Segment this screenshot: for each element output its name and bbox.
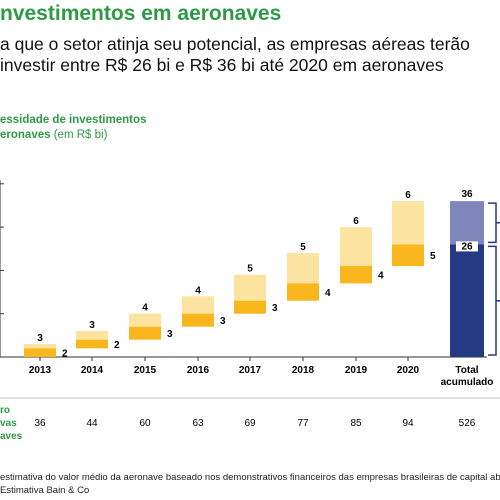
- bar-high-label: 3: [37, 333, 43, 344]
- fleet-value: 85: [350, 418, 362, 429]
- x-tick-label: 2018: [292, 365, 315, 376]
- bar-high-range: [287, 253, 319, 284]
- footnote-1: estimativa do valor médio da aeronave ba…: [0, 472, 500, 483]
- fleet-value: 77: [297, 418, 309, 429]
- bar-high-range: [340, 227, 372, 267]
- x-tick-label: 2015: [134, 365, 157, 376]
- chart-title-main: eronaves: [0, 129, 51, 141]
- bar-high-label: 4: [142, 303, 148, 314]
- subtitle-line-1: a que o setor atinja seu potencial, as e…: [0, 34, 470, 54]
- bar-high-label: 3: [89, 320, 95, 331]
- x-tick-label: 2013: [29, 365, 52, 376]
- bar-low-label: 5: [430, 251, 436, 262]
- bar-low-label: 3: [167, 329, 173, 340]
- brace-high-range: [488, 202, 500, 244]
- total-low-bar: [450, 244, 484, 357]
- page-title: nvestimentos em aeronaves: [0, 2, 282, 25]
- chart-title-line-1: essidade de investimentos: [0, 114, 147, 126]
- total-low-label-bg: [456, 241, 478, 252]
- fleet-label-line-1: ro: [0, 405, 10, 416]
- bar-low-label: 2: [62, 349, 68, 360]
- bar-low-increment: [129, 326, 161, 340]
- x-tick-label: 2019: [345, 365, 368, 376]
- chart-title-line-2: eronaves (em R$ bi): [0, 129, 107, 141]
- fleet-label-line-2: vas: [0, 418, 17, 429]
- total-category-label-2: acumulado: [441, 377, 494, 388]
- bar-low-increment: [24, 348, 56, 357]
- bar-high-range: [182, 296, 214, 314]
- subtitle-line-2: investir entre R$ 26 bi e R$ 36 bi até 2…: [0, 55, 444, 75]
- fleet-value: 94: [402, 418, 414, 429]
- bar-high-label: 5: [300, 242, 306, 253]
- x-tick-label: 2020: [397, 365, 420, 376]
- brace-low-range: [488, 245, 500, 356]
- bar-high-range: [234, 274, 266, 301]
- fleet-value: 526: [459, 418, 476, 429]
- total-category-label-1: Total: [455, 365, 478, 376]
- investment-waterfall-chart: 3 2 2013 3 2 2014 4 3 2015 4 3 2016 5 3 2017 5 4 2018 6 4 20…: [0, 180, 500, 429]
- footnote-2: Estimativa Bain & Co: [0, 485, 90, 496]
- bar-high-label: 6: [353, 216, 359, 227]
- bar-high-label: 4: [195, 285, 201, 296]
- bar-low-increment: [392, 244, 424, 267]
- fleet-value: 36: [34, 418, 46, 429]
- bar-low-increment: [287, 283, 319, 301]
- bar-high-label: 5: [247, 264, 253, 275]
- bar-low-label: 4: [325, 288, 331, 299]
- bar-low-increment: [340, 266, 372, 284]
- bar-high-range: [392, 201, 424, 245]
- bar-high-label: 6: [405, 190, 411, 201]
- fleet-value: 60: [139, 418, 151, 429]
- chart-title-unit: (em R$ bi): [53, 129, 108, 141]
- bar-high-range: [24, 344, 56, 349]
- bar-low-label: 3: [272, 303, 278, 314]
- bar-low-label: 2: [114, 340, 120, 351]
- total-low-label: 26: [461, 241, 473, 252]
- x-tick-label: 2014: [81, 365, 104, 376]
- bar-low-label: 3: [220, 316, 226, 327]
- bar-low-increment: [76, 339, 108, 349]
- fleet-value: 63: [192, 418, 204, 429]
- bar-low-increment: [182, 313, 214, 327]
- bar-low-label: 4: [378, 271, 384, 282]
- total-high-range: [450, 201, 484, 245]
- bar-high-range: [76, 331, 108, 340]
- bar-high-range: [129, 313, 161, 327]
- fleet-label-line-3: aves: [0, 431, 23, 442]
- x-tick-label: 2016: [187, 365, 210, 376]
- total-high-label: 36: [461, 189, 473, 200]
- bar-low-increment: [234, 300, 266, 314]
- x-tick-label: 2017: [239, 365, 262, 376]
- fleet-value: 69: [244, 418, 256, 429]
- fleet-value: 44: [86, 418, 98, 429]
